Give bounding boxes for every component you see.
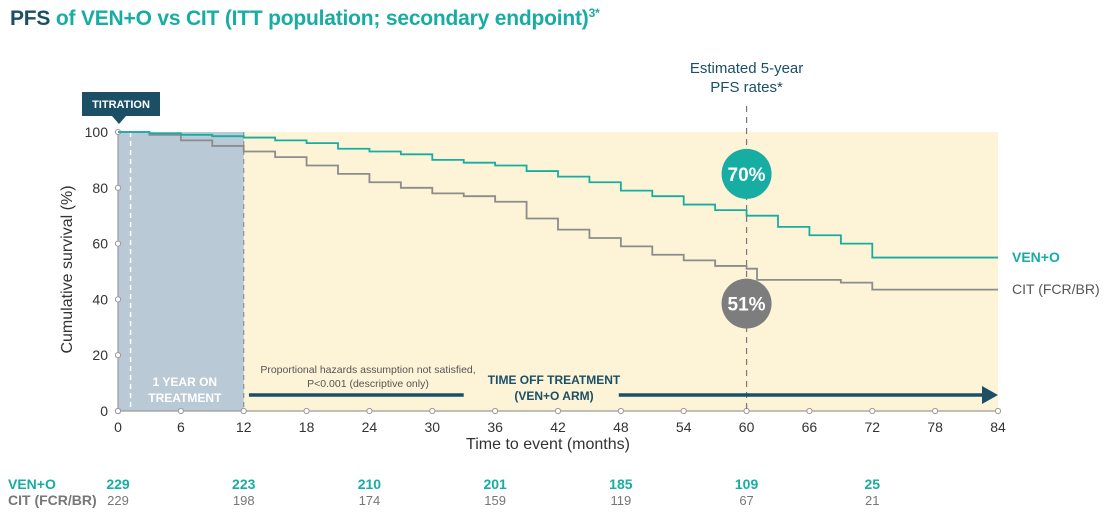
risk-value-cit: 198 [233, 493, 255, 508]
y-tick-marker [114, 184, 122, 191]
risk-value-ven: 210 [358, 476, 382, 492]
risk-value-ven: 223 [232, 476, 256, 492]
hazards-note-line2: P<0.001 (descriptive only) [307, 378, 429, 390]
x-tick-label: 66 [802, 419, 818, 435]
x-tick-marker [303, 407, 310, 415]
one-year-label-line2: TREATMENT [148, 391, 222, 405]
estimate-label-line1: Estimated 5-year [690, 60, 803, 77]
risk-value-ven: 109 [735, 476, 759, 492]
y-tick-marker [114, 240, 122, 247]
x-tick-label: 30 [424, 419, 440, 435]
risk-value-cit: 67 [739, 493, 753, 508]
plot-background [118, 132, 998, 411]
title-prefix: PFS [10, 7, 51, 30]
risk-value-cit: 21 [865, 493, 879, 508]
time-off-label-line2: (VEN+O ARM) [514, 389, 593, 403]
y-tick-label: 100 [85, 124, 109, 140]
x-tick-label: 24 [362, 419, 378, 435]
series-line-ven [118, 131, 998, 259]
cit-rate-badge [721, 278, 772, 329]
risk-value-cit: 229 [107, 493, 129, 508]
titration-label: TITRATION [92, 99, 150, 111]
treatment-period-area [118, 132, 244, 411]
risk-row-label-ven: VEN+O [8, 476, 56, 492]
x-tick-label: 0 [114, 419, 122, 435]
titration-box [82, 92, 160, 116]
x-tick-marker [869, 407, 876, 415]
x-tick-label: 6 [177, 419, 185, 435]
titration-tag: TITRATION [82, 92, 160, 124]
title-main: of VEN+O vs CIT (ITT population; seconda… [55, 7, 589, 30]
ven-rate-text: 70% [728, 165, 766, 186]
titration-pointer [112, 116, 126, 124]
y-tick-label: 0 [100, 403, 108, 419]
risk-value-cit: 119 [610, 493, 631, 508]
series-line-cit [118, 131, 998, 291]
x-tick-label: 60 [739, 419, 755, 435]
risk-value-ven: 185 [609, 476, 633, 492]
x-tick-label: 42 [550, 419, 566, 435]
x-tick-label: 78 [927, 419, 943, 435]
time-off-arrow-head [982, 386, 998, 404]
x-tick-marker [617, 407, 624, 415]
one-year-label-line1: 1 YEAR ON [153, 375, 217, 389]
x-tick-label: 84 [990, 419, 1006, 435]
legend-ven: VEN+O [1012, 249, 1060, 265]
x-tick-marker [994, 407, 1002, 415]
x-tick-label: 72 [864, 419, 880, 435]
chart-title: PFS of VEN+O vs CIT (ITT population; sec… [10, 6, 600, 31]
y-tick-marker [114, 296, 122, 303]
x-tick-marker [806, 407, 813, 415]
ven-rate-badge [721, 148, 772, 199]
y-tick-marker [114, 352, 122, 359]
x-tick-marker [554, 407, 562, 415]
axis-ticks: 0 20 40 60 80 100 0 6 12 18 24 30 36 42 48 54 60 66 72 78 84 [85, 124, 1006, 435]
x-tick-label: 18 [299, 419, 315, 435]
x-tick-marker [114, 407, 122, 415]
x-tick-marker [680, 407, 687, 415]
y-tick-label: 20 [92, 347, 108, 363]
risk-value-ven: 229 [106, 476, 130, 492]
x-axis-label: Time to event (months) [466, 436, 630, 453]
x-tick-marker [932, 407, 939, 415]
y-tick-label: 40 [92, 291, 108, 307]
time-off-label-line1: TIME OFF TREATMENT [488, 373, 621, 387]
x-tick-label: 54 [676, 419, 692, 435]
x-tick-label: 48 [613, 419, 629, 435]
estimate-label-line2: PFS rates* [710, 79, 783, 96]
title-superscript: 3* [588, 6, 600, 20]
x-tick-label: 12 [236, 419, 252, 435]
y-axis-label: Cumulative survival (%) [59, 185, 76, 353]
y-tick-label: 80 [92, 180, 108, 196]
risk-value-ven: 25 [864, 476, 880, 492]
cit-rate-text: 51% [728, 295, 766, 316]
x-tick-marker [492, 407, 499, 415]
risk-value-cit: 174 [359, 493, 381, 508]
hazards-note-line1: Proportional hazards assumption not sati… [260, 364, 475, 376]
risk-row-label-cit: CIT (FCR/BR) [8, 492, 97, 508]
x-tick-marker [240, 407, 247, 415]
x-tick-marker [429, 407, 436, 415]
y-tick-label: 60 [92, 236, 108, 252]
x-tick-marker [177, 407, 184, 415]
x-tick-label: 36 [487, 419, 503, 435]
risk-value-cit: 159 [484, 493, 506, 508]
x-tick-marker [366, 407, 373, 415]
risk-value-ven: 201 [483, 476, 507, 492]
legend-cit: CIT (FCR/BR) [1012, 281, 1100, 297]
